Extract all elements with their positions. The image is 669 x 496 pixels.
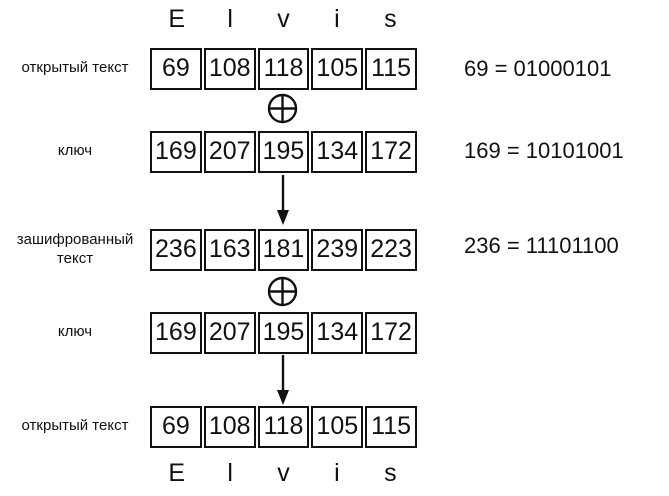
byte-cell: 115 (365, 406, 417, 448)
byte-cell: 236 (150, 229, 202, 271)
arrow-down-icon (277, 355, 289, 405)
byte-cell: 169 (150, 312, 202, 354)
xor-icon (267, 276, 298, 307)
byte-cell: 69 (150, 406, 202, 448)
word-letter: v (277, 459, 290, 487)
byte-cell: 134 (311, 131, 364, 173)
ciphertext-row: 236 163 181 239 223 (150, 229, 417, 271)
row-label-plaintext-top: открытый текст (21, 59, 129, 76)
row-label-plaintext-bottom: открытый текст (21, 417, 129, 434)
byte-cell: 169 (150, 131, 202, 173)
byte-cell: 134 (311, 312, 364, 354)
xor-icon (267, 93, 298, 124)
byte-cell: 108 (203, 406, 256, 448)
byte-cell: 118 (257, 406, 310, 448)
byte-cell: 105 (311, 406, 364, 448)
byte-cell: 181 (257, 229, 310, 271)
word-letter: E (168, 5, 186, 33)
byte-cell: 163 (203, 229, 256, 271)
binary-annotation-key: 169 = 10101001 (464, 138, 624, 163)
word-letters-top: E l v i s (150, 5, 417, 33)
byte-cell: 172 (365, 312, 417, 354)
byte-cell: 105 (311, 48, 364, 90)
byte-cell: 239 (311, 229, 364, 271)
byte-cell: 118 (257, 48, 310, 90)
row-label-ciphertext: зашифрованный текст (16, 231, 134, 267)
word-letter: v (277, 5, 290, 33)
byte-cell: 223 (365, 229, 417, 271)
word-letter: l (227, 5, 233, 33)
binary-annotation-plaintext: 69 = 01000101 (464, 56, 612, 81)
byte-cell: 195 (257, 131, 310, 173)
byte-cell: 115 (365, 48, 417, 90)
plaintext-row-top: 69 108 118 105 115 (150, 48, 417, 90)
row-label-key-2: ключ (57, 323, 93, 340)
byte-cell: 172 (365, 131, 417, 173)
word-letters-bottom: E l v i s (150, 459, 417, 487)
key-row-1: 169 207 195 134 172 (150, 131, 417, 173)
byte-cell: 207 (203, 312, 256, 354)
binary-annotation-ciphertext: 236 = 11101100 (464, 233, 619, 258)
word-letter: E (168, 459, 186, 487)
arrow-down-icon (277, 175, 289, 225)
word-letter: i (334, 5, 340, 33)
word-letter: l (227, 459, 233, 487)
row-label-key-1: ключ (57, 142, 93, 159)
word-letter: s (384, 459, 397, 487)
word-letter: s (384, 5, 397, 33)
byte-cell: 207 (203, 131, 256, 173)
plaintext-row-bottom: 69 108 118 105 115 (150, 406, 417, 448)
key-row-2: 169 207 195 134 172 (150, 312, 417, 354)
word-letter: i (334, 459, 340, 487)
byte-cell: 108 (203, 48, 256, 90)
byte-cell: 69 (150, 48, 202, 90)
byte-cell: 195 (257, 312, 310, 354)
